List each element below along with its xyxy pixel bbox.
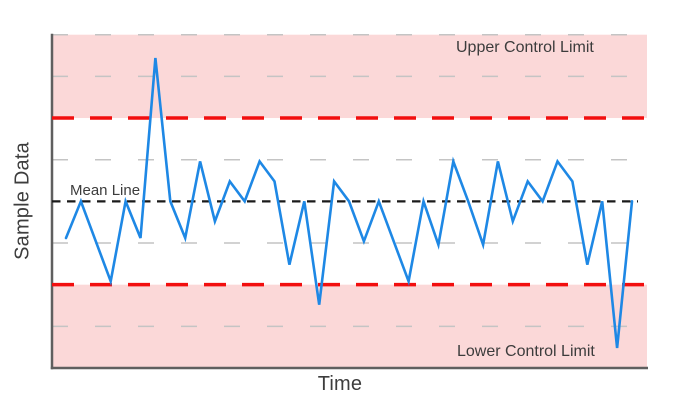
upper-control-limit-label: Upper Control Limit [456, 39, 594, 56]
lower-control-limit-label: Lower Control Limit [457, 343, 595, 360]
y-axis-title: Sample Data [11, 142, 34, 260]
data-series-line [64, 57, 634, 349]
mean-line-label: Mean Line [70, 182, 141, 199]
x-axis-title: Time [317, 373, 363, 395]
